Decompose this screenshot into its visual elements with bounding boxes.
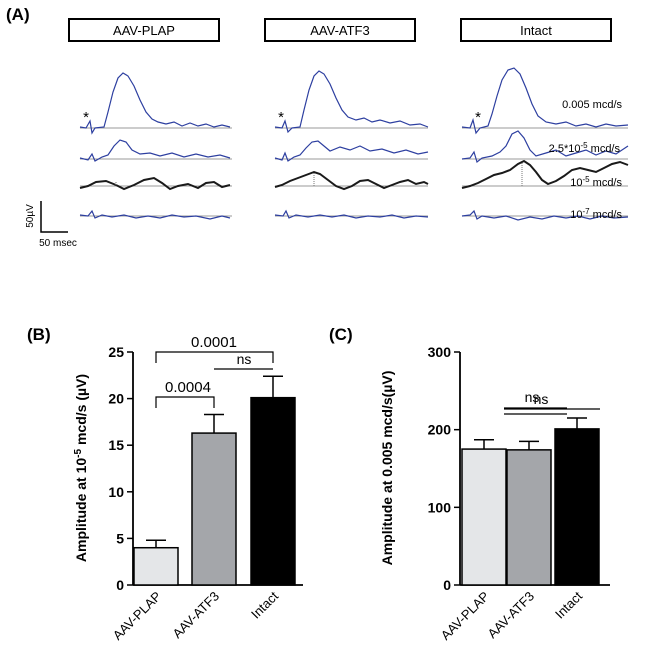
category-label: AAV-ATF3 [484, 589, 537, 642]
significance-bracket: 0.0001 [155, 334, 274, 363]
traces-atf3 [274, 70, 429, 219]
trace-atf3-2.5e-5 [274, 140, 429, 162]
y-tick-label: 300 [428, 344, 452, 360]
significance-bracket: ns [504, 389, 567, 409]
scale-bar-y-label: 50µV [25, 204, 36, 228]
y-tick-label: 20 [108, 391, 124, 407]
trace-atf3-1e-7 [274, 209, 429, 219]
stimulus-marker-plap: * [83, 109, 89, 126]
p-value-label: ns [237, 351, 252, 367]
bars [133, 396, 296, 586]
trace-intact-1e-7 [461, 209, 629, 221]
significance-bracket: ns [214, 351, 273, 370]
y-ticks: 0 5 10 15 20 25 [108, 344, 133, 593]
category-label: AAV-PLAP [110, 589, 164, 643]
trace-plap-0.005 [79, 72, 231, 135]
y-tick-label: 15 [108, 437, 124, 453]
y-tick-label: 25 [108, 344, 124, 360]
chart-b: 0 5 10 15 20 25 AAV-PLAP AAV-ATF3 Intact Amplit… [73, 334, 303, 643]
category-label: Intact [552, 588, 585, 621]
significance-bracket [504, 413, 567, 415]
intensity-label: 0.005 mcd/s [562, 99, 622, 111]
y-tick-label: 10 [108, 484, 124, 500]
error-bars [474, 417, 587, 450]
significance-bracket-top: ns [504, 391, 600, 410]
panel-c-label: (C) [329, 325, 353, 344]
group-header-atf3: AAV-ATF3 [264, 18, 416, 42]
trace-plap-2.5e-5 [79, 139, 231, 162]
group-header-intact: Intact [460, 18, 612, 42]
y-axis-label: Amplitude at 10-5 mcd/s (µV) [73, 374, 89, 562]
trace-intact-2.5e-5 [461, 130, 629, 164]
group-label-atf3: AAV-ATF3 [310, 23, 369, 38]
bar [554, 428, 600, 586]
y-ticks: 0 100 200 300 [428, 344, 460, 593]
trace-intact-0.005 [461, 67, 629, 135]
trace-baselines [80, 127, 628, 217]
trace-plap-1e-5 [79, 176, 231, 191]
p-value-label: 0.0001 [191, 334, 237, 351]
bar [133, 546, 179, 586]
p-value-label: 0.0004 [165, 379, 211, 396]
bar [506, 449, 552, 586]
y-axis-label: Amplitude at 0.005 mcd/s(µV) [379, 371, 395, 566]
intensity-label: 2.5*10-5 mcd/s [549, 141, 621, 155]
y-tick-label: 0 [443, 577, 451, 593]
category-label: Intact [248, 588, 281, 621]
category-label: AAV-ATF3 [169, 589, 222, 642]
bar [191, 432, 237, 586]
y-tick-label: 0 [116, 577, 124, 593]
category-label: AAV-PLAP [438, 589, 492, 643]
significance-bracket: 0.0004 [155, 379, 215, 408]
p-value-label: ns [525, 389, 540, 405]
intensity-label: 10-7 mcd/s [570, 207, 622, 221]
intensity-label: 10-5 mcd/s [570, 175, 622, 189]
scale-bar-x-label: 50 msec [39, 238, 77, 249]
trace-atf3-1e-5 [274, 170, 429, 191]
trace-intact-1e-5 [461, 159, 629, 189]
bar [461, 448, 507, 586]
traces-intact [461, 67, 629, 221]
trace-atf3-0.005 [274, 70, 429, 134]
y-tick-label: 5 [116, 530, 124, 546]
traces-plap [79, 72, 231, 220]
scale-bar: 50µV 50 msec [25, 201, 77, 249]
group-label-plap: AAV-PLAP [113, 23, 175, 38]
trace-plap-1e-7 [79, 209, 231, 220]
p-value-label: ns [534, 391, 549, 407]
stimulus-marker-atf3: * [278, 109, 284, 126]
y-tick-label: 100 [428, 499, 452, 515]
error-bars [146, 375, 283, 548]
panel-a-label: (A) [6, 5, 30, 24]
group-header-plap: AAV-PLAP [68, 18, 220, 42]
panel-b-label: (B) [27, 325, 51, 344]
bar [250, 396, 296, 586]
stimulus-marker-intact: * [475, 109, 481, 126]
group-label-intact: Intact [520, 23, 552, 38]
y-tick-label: 200 [428, 422, 452, 438]
bars [461, 428, 600, 586]
